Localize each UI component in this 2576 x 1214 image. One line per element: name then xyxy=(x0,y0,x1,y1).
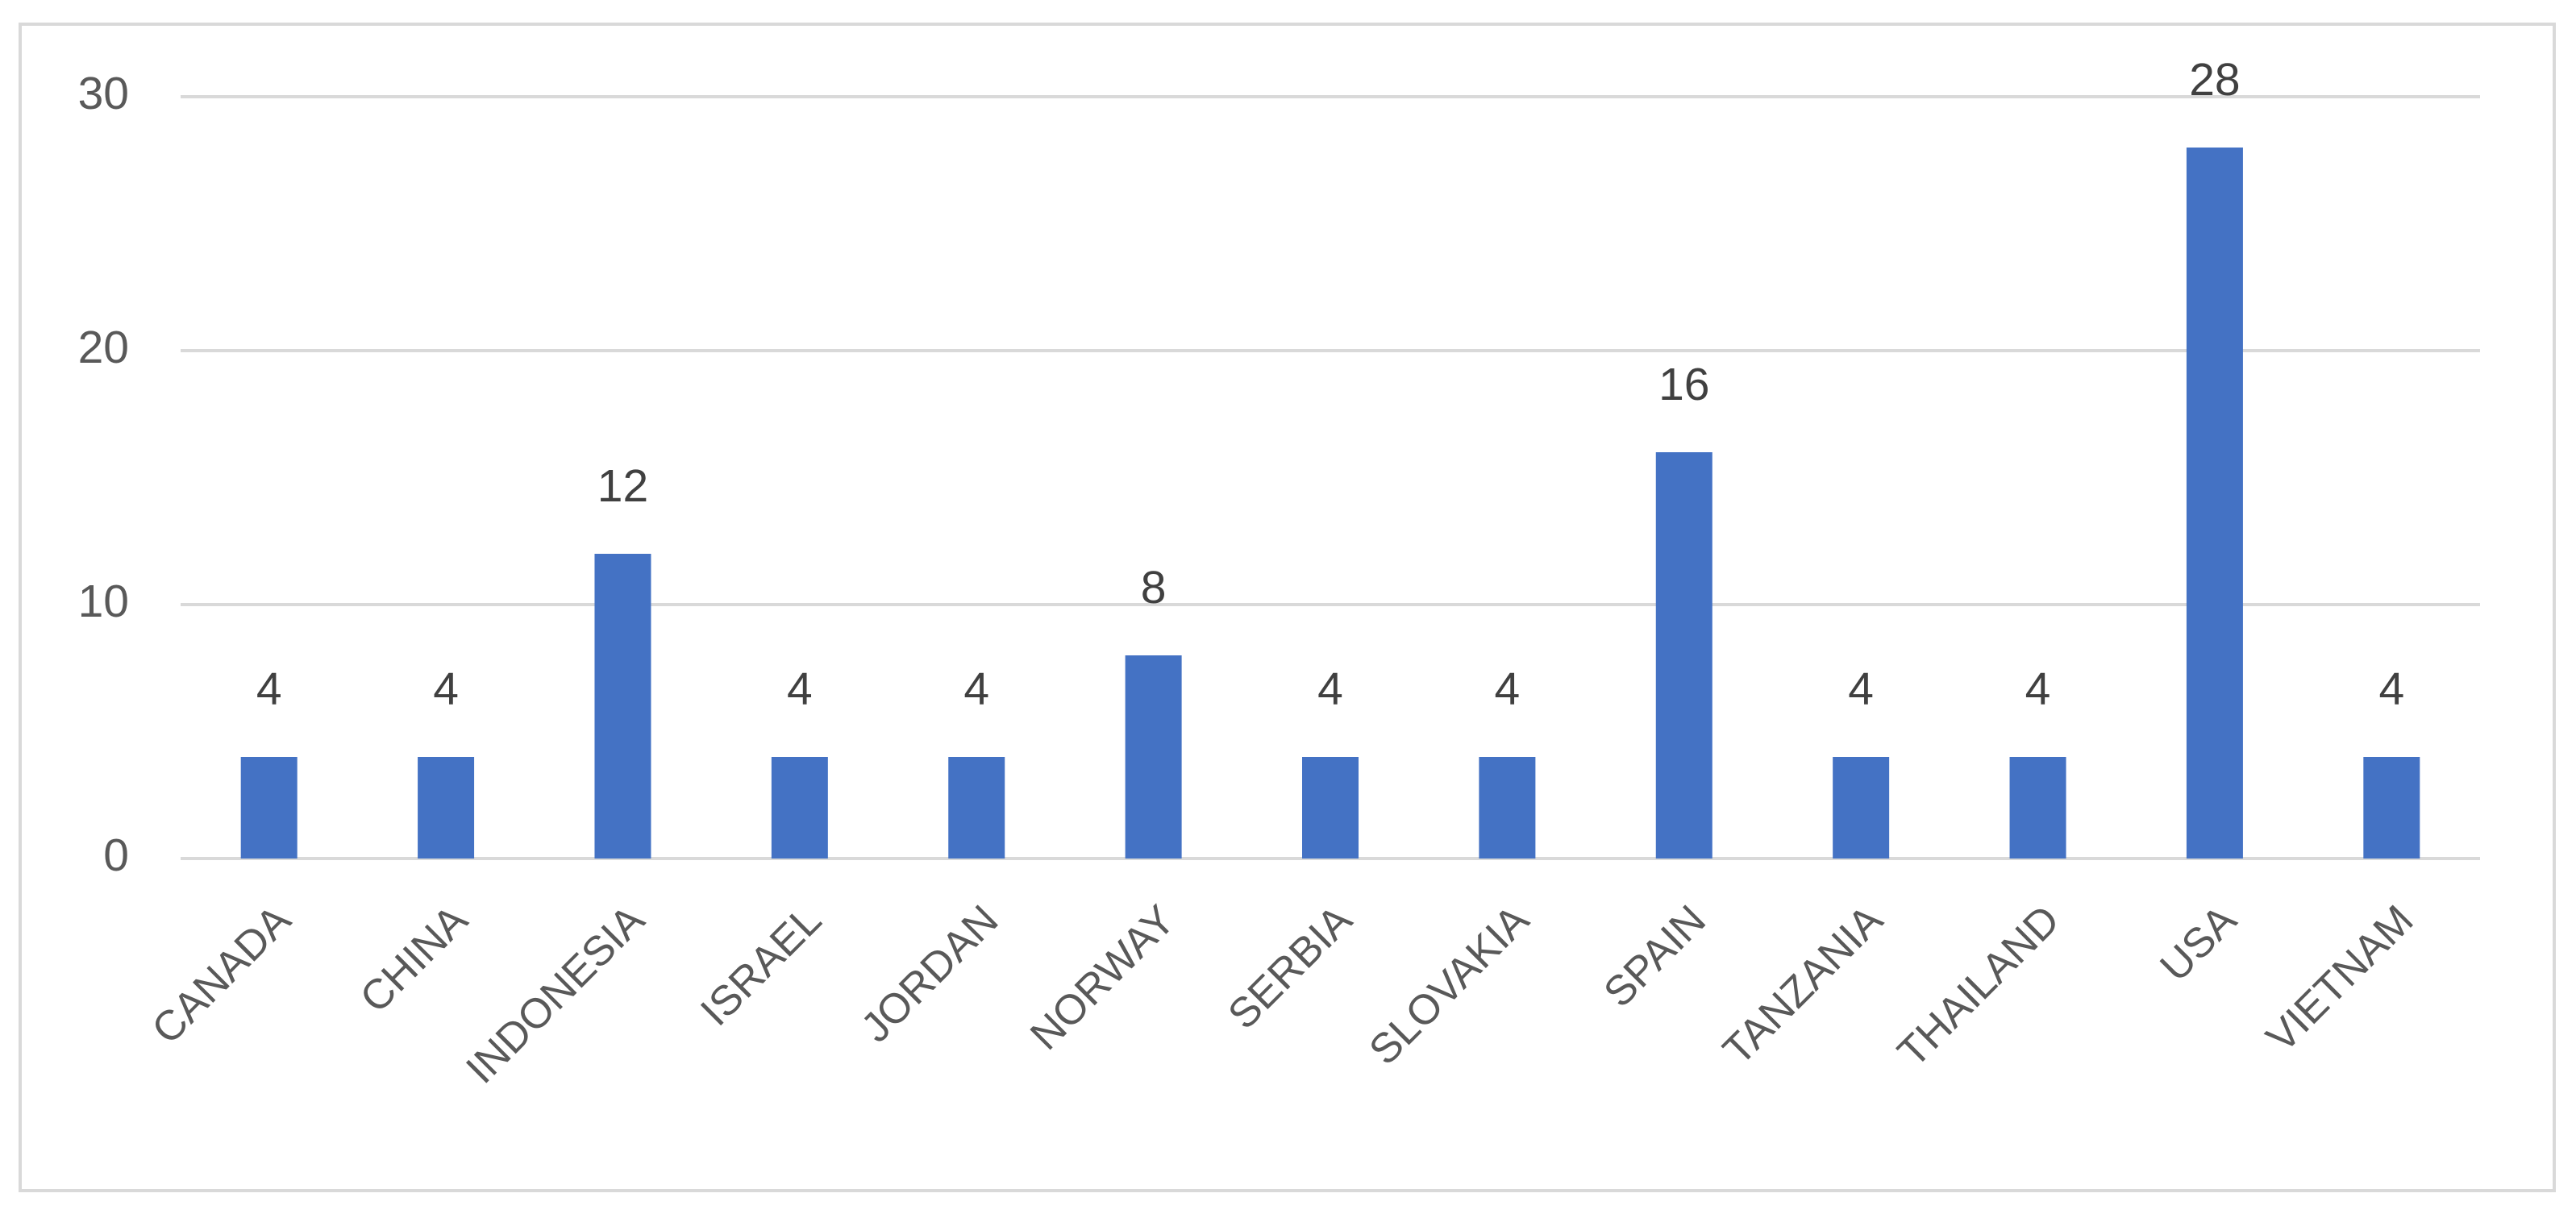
bar xyxy=(418,757,475,859)
bar xyxy=(948,757,1005,859)
bar xyxy=(1479,757,1536,859)
data-label: 4 xyxy=(2025,663,2051,715)
y-tick-label: 30 xyxy=(78,68,129,119)
y-tick-label: 20 xyxy=(78,322,129,373)
data-label: 4 xyxy=(256,663,282,715)
chart-border xyxy=(19,23,2556,1192)
data-label: 4 xyxy=(1317,663,1343,715)
bar xyxy=(1833,757,1890,859)
data-label: 4 xyxy=(1495,663,1521,715)
bar xyxy=(1302,757,1359,859)
bar xyxy=(2363,757,2420,859)
bar xyxy=(1655,452,1712,859)
bar xyxy=(2009,757,2066,859)
data-label: 4 xyxy=(963,663,989,715)
y-tick-label: 0 xyxy=(103,829,129,881)
data-label: 12 xyxy=(597,460,648,512)
bar xyxy=(2186,148,2243,859)
bar xyxy=(240,757,298,859)
data-label: 28 xyxy=(2189,54,2240,106)
data-label: 4 xyxy=(787,663,813,715)
bar xyxy=(594,554,651,859)
data-label: 4 xyxy=(2378,663,2404,715)
bar xyxy=(771,757,828,859)
data-label: 4 xyxy=(433,663,459,715)
y-tick-label: 10 xyxy=(78,576,129,627)
data-label: 16 xyxy=(1658,359,1709,410)
data-label: 4 xyxy=(1848,663,1874,715)
bar xyxy=(1125,655,1182,859)
data-label: 8 xyxy=(1141,562,1167,613)
